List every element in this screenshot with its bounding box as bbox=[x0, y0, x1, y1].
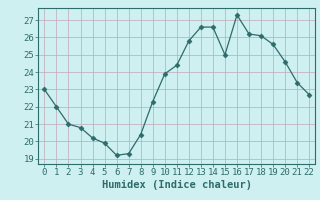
X-axis label: Humidex (Indice chaleur): Humidex (Indice chaleur) bbox=[102, 180, 252, 190]
